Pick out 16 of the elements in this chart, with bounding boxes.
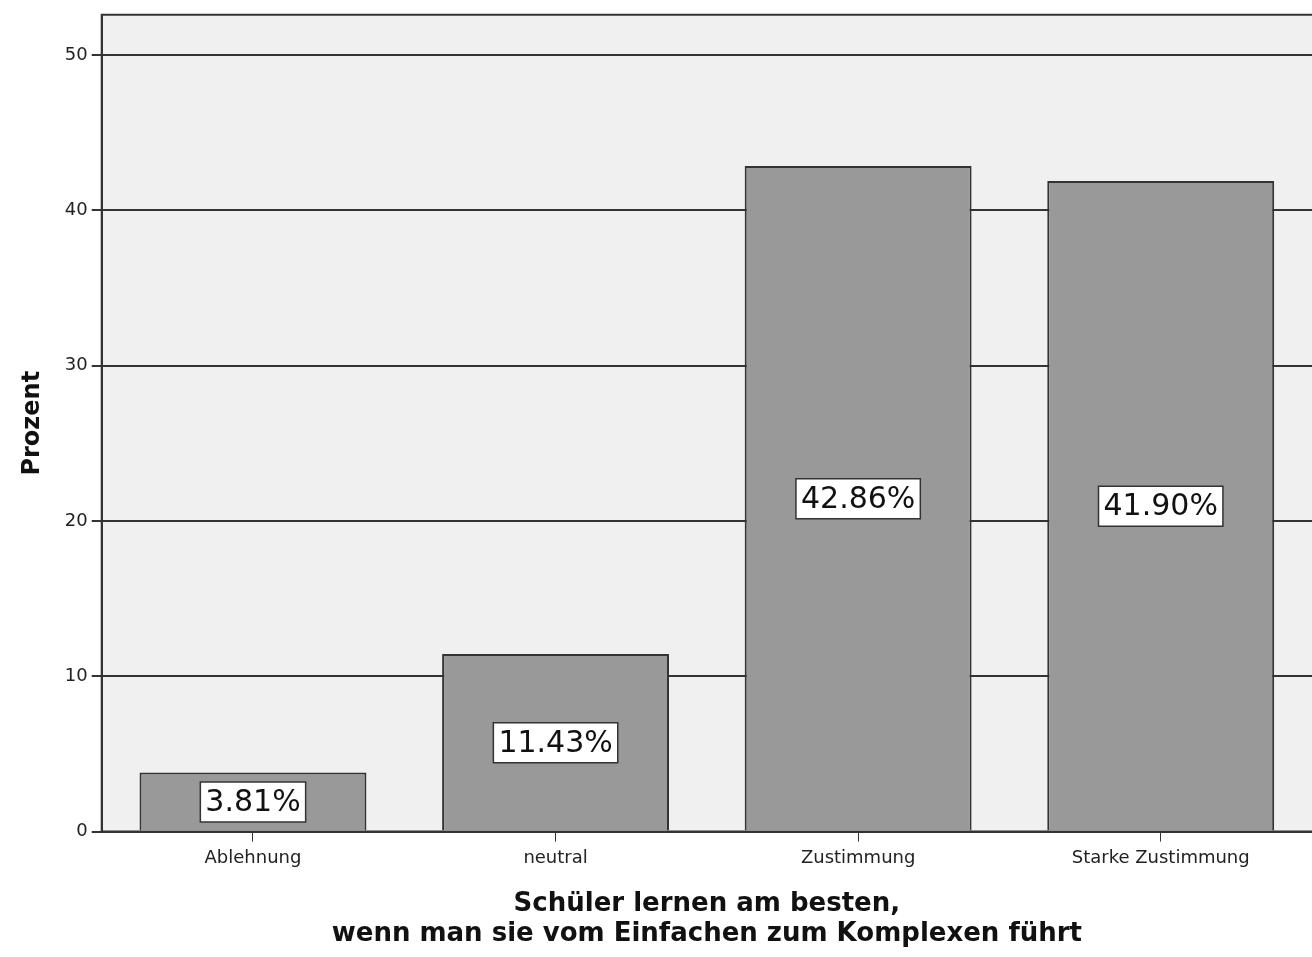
y-tick-label: 20: [64, 508, 88, 530]
data-label: 41.90%: [1103, 487, 1218, 523]
y-tick-label: 10: [64, 663, 88, 685]
data-label: 3.81%: [205, 782, 301, 818]
y-tick-label: 50: [64, 42, 88, 64]
x-tick-label: Starke Zustimmung: [1071, 846, 1250, 868]
data-label: 42.86%: [800, 479, 916, 515]
y-tick-label: 30: [64, 353, 88, 375]
x-tick-label: neutral: [523, 846, 588, 868]
y-tick-label: 40: [64, 198, 88, 220]
x-tick-label: Ablehnung: [204, 846, 302, 868]
x-tick-label: Zustimmung: [800, 846, 916, 868]
x-axis-title: Schüler lernen am besten, wenn man sie vom Einfachen zum Komplexen führt: [331, 886, 1082, 947]
y-axis-title: Prozent: [16, 370, 45, 476]
y-tick-label: 0: [76, 819, 88, 841]
data-label: 11.43%: [498, 723, 613, 759]
